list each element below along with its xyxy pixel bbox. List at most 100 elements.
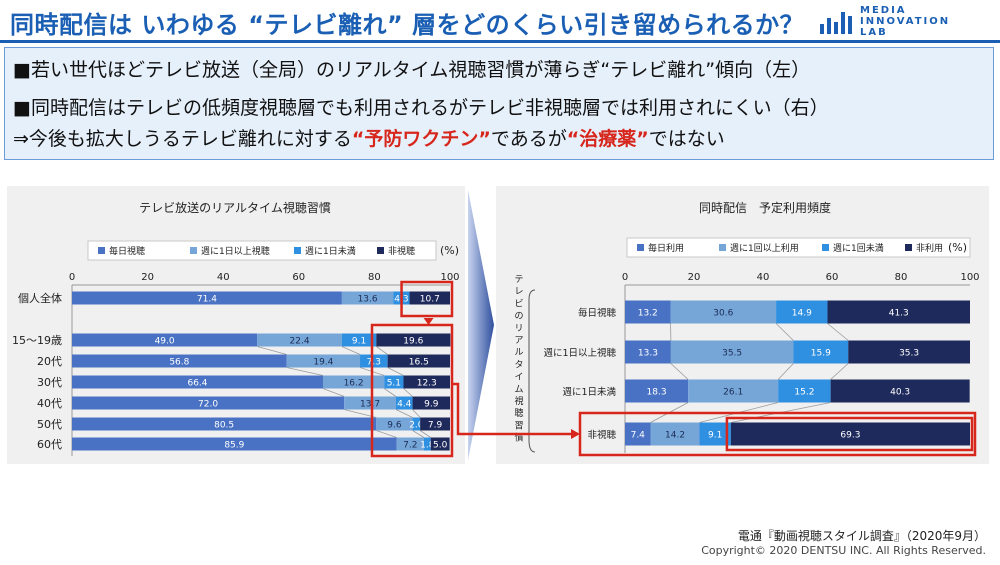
page-title: 同時配信は いわゆる “テレビ離れ” 層をどのくらい引き留められるか？ [10,11,805,39]
left-bar-segment [72,333,258,347]
right-data-label: 15.9 [811,349,831,359]
left-data-label: 9.6 [387,421,402,431]
left-tick-label: 0 [69,272,75,283]
left-legend-label: 週に1日以上視聴 [201,245,270,257]
left-bar-segment [376,417,413,431]
highlight-box-age-nonviewer [370,323,454,458]
left-bar-segment [72,375,323,389]
left-category-label: 15～19歳 [12,334,62,347]
right-category-label: 毎日視聴 [578,307,617,319]
right-data-label: 9.1 [708,431,722,441]
left-bar-segment [420,417,450,431]
left-data-label: 19.6 [403,337,423,347]
summary-vaccine: “予防ワクチン” [351,128,491,150]
right-axis-bracket [528,289,536,453]
right-bar-segment [625,422,651,446]
left-bar-segment [72,354,287,368]
left-data-label: 85.9 [224,441,244,451]
logo-text-line1: MEDIA [860,5,907,16]
right-bar-segment [699,422,731,446]
right-data-label: 13.2 [638,309,658,319]
right-data-label: 18.3 [647,388,667,398]
left-data-label: 80.5 [214,421,234,431]
right-legend-swatch [822,244,829,251]
left-category-label: 20代 [37,355,62,368]
left-data-label: 49.0 [155,337,175,347]
summary-line-3-a: ⇒今後も拡大しうるテレビ離れに対する [13,128,352,150]
right-bar-segment [670,300,777,324]
logo-text-line2: INNOVATION [860,16,951,27]
left-bar-segment [72,396,345,410]
right-chart-title: 同時配信 予定利用頻度 [699,200,831,215]
left-unit-label: (%) [440,244,459,257]
right-connector-line [670,363,689,380]
right-bar-segment [625,379,689,403]
left-legend-box [87,240,437,261]
right-data-label: 13.3 [638,349,658,359]
right-data-label: 7.4 [631,431,646,441]
right-tick-label: 40 [757,272,770,283]
summary-box: ■若い世代ほどテレビ放送（全局）のリアルタイム視聴習慣が薄らぎ“テレビ離れ”傾向… [4,47,994,160]
highlight-box-overall-nonviewer [400,280,454,318]
right-axis-title-char: タ [514,359,523,370]
right-bar-segment [830,379,970,403]
summary-line-3: ⇒今後も拡大しうるテレビ離れに対する“予防ワクチン”であるが“治療薬”ではない [13,124,725,151]
left-data-label: 22.4 [290,337,310,347]
right-bar-segment [776,300,828,324]
left-bar-segment [384,375,404,389]
logo-text-line3: LAB [860,27,888,38]
left-category-label: 60代 [37,438,62,451]
right-legend-swatch [719,244,726,251]
left-bar-segment [409,291,450,305]
left-connector-line [257,346,287,355]
left-data-label: 5.1 [387,379,401,389]
left-connector-line [286,367,324,376]
right-legend-box [626,237,971,258]
left-connector-line [412,409,421,418]
right-data-label: 41.3 [889,309,909,319]
left-bar-segment [403,375,450,389]
left-category-label: 50代 [37,418,62,431]
left-legend-swatch [294,247,301,254]
left-data-label: 5.0 [433,441,448,451]
left-data-label: 72.0 [198,400,218,410]
left-data-label: 13.7 [360,400,380,410]
right-bar-segment [670,340,794,364]
right-data-label: 40.3 [890,388,910,398]
right-category-label: 週に1日以上視聴 [543,347,616,359]
right-connector-line [777,363,794,380]
right-bar-segment [688,379,779,403]
left-data-label: 10.7 [420,295,440,305]
highlight-connector-arrow-icon [571,429,580,439]
left-bar-segment [396,437,424,451]
right-bar-segment [778,379,831,403]
summary-line-1: ■若い世代ほどテレビ放送（全局）のリアルタイム視聴習慣が薄らぎ“テレビ離れ”傾向… [13,59,811,81]
right-connector-line [827,323,849,341]
left-tick-label: 80 [368,272,381,283]
left-data-label: 9.9 [424,400,439,410]
highlight-box-nonuse [725,416,974,452]
left-data-label: 2.0 [409,421,424,431]
left-bar-segment [412,417,421,431]
summary-line-3-e: ではない [648,128,725,150]
left-data-label: 7.9 [428,421,443,431]
left-data-label: 19.4 [313,358,333,368]
left-bar-segment [412,396,450,410]
right-data-label: 69.3 [840,431,860,441]
left-data-label: 16.2 [344,379,364,389]
left-tick-label: 40 [217,272,230,283]
left-bar-segment [257,333,342,347]
right-axis-title-char: ム [514,384,523,395]
right-category-label: 非視聴 [587,429,616,441]
right-data-label: 30.6 [713,309,733,319]
right-axis-title-char: テ [514,274,523,285]
transition-arrow-icon [468,190,494,460]
right-axis-title-char: リ [514,324,523,334]
right-data-label: 35.3 [899,349,919,359]
left-connector-line [419,430,431,438]
right-connector-line [775,323,794,341]
left-bar-segment [341,333,377,347]
right-legend-label: 非利用 [916,242,943,254]
right-legend-label: 週に1回未満 [833,242,884,254]
